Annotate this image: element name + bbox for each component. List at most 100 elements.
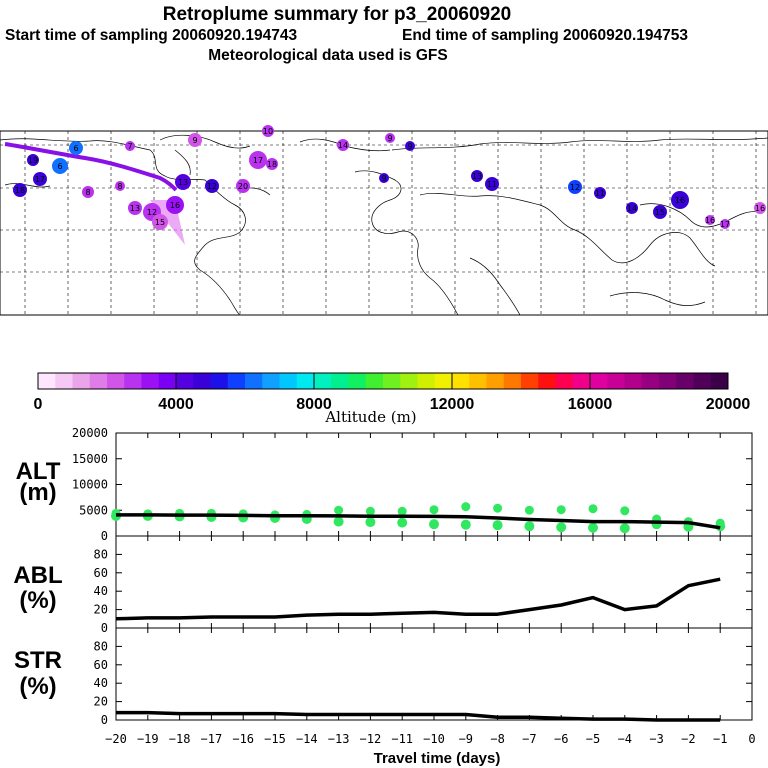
map-marker-label: 14 — [338, 141, 348, 150]
panel-ylabel: (%) — [19, 587, 56, 614]
colorbar-cell — [348, 373, 367, 389]
map-marker — [205, 179, 219, 193]
panel-ylabel: (m) — [19, 479, 56, 506]
y-tick-label: 5000 — [79, 503, 108, 517]
colorbar-cell — [279, 373, 298, 389]
colorbar-cell — [503, 373, 522, 389]
alt-cluster-point — [429, 519, 439, 530]
map-marker — [568, 180, 582, 194]
series-line-abl — [115, 577, 721, 621]
map-marker-label: 18 — [15, 186, 25, 195]
colorbar-cell — [572, 373, 591, 389]
x-tick-label: −19 — [137, 732, 159, 746]
colorbar-cell — [555, 373, 574, 389]
alt-cluster-point — [397, 517, 408, 528]
y-tick-label: 0 — [101, 713, 108, 727]
y-tick-label: 0 — [101, 529, 108, 543]
y-tick-label: 10000 — [72, 478, 108, 492]
series-line-str — [116, 710, 721, 722]
panel-abl: 0 20 40 60 80 ABL(%) — [13, 535, 753, 635]
alt-cluster-point — [524, 505, 534, 515]
alt-cluster-point — [429, 505, 439, 515]
colorbar-cell — [607, 373, 625, 389]
map-marker-label: 12 — [207, 182, 217, 191]
panel-ylabel: (%) — [19, 673, 56, 700]
map-marker — [671, 191, 689, 209]
x-tick-label: −7 — [522, 732, 536, 746]
map-track-line — [4, 142, 178, 192]
y-tick-label: 60 — [94, 566, 108, 580]
alt-cluster-point — [619, 523, 630, 534]
map-marker — [236, 179, 250, 193]
alt-cluster-point — [556, 505, 566, 515]
map-marker-label: 16 — [755, 204, 765, 213]
colorbar-tick-label: 0 — [34, 396, 43, 413]
map-marker-label: 11 — [595, 189, 605, 198]
map-marker-label: 6 — [73, 144, 78, 153]
panel-title: STR — [14, 647, 62, 674]
x-tick-label: −6 — [554, 732, 568, 746]
colorbar-cell — [469, 373, 487, 389]
colorbar-cell — [331, 373, 349, 389]
map-marker — [13, 183, 27, 197]
colorbar-tick-label: 12000 — [430, 396, 475, 413]
time-series-panels: 05000100001500020000ALT(m)020406080ABL(%… — [13, 426, 755, 746]
x-tick-label: −17 — [201, 732, 223, 746]
map-frame — [0, 130, 768, 316]
map-marker-label: 9 — [192, 136, 197, 145]
y-tick-label: 60 — [94, 658, 108, 672]
map-marker — [262, 125, 274, 137]
colorbar-tick-label: 8000 — [296, 396, 332, 413]
alt-cluster-point — [588, 522, 598, 533]
map-marker-label: 11 — [487, 180, 497, 189]
map-marker — [337, 139, 349, 151]
alt-cluster-point — [492, 520, 503, 531]
map-marker — [471, 170, 483, 182]
panel-frame — [115, 535, 753, 629]
colorbar-tick-label: 4000 — [158, 396, 194, 413]
colorbar-cell — [624, 373, 643, 389]
alt-cluster-point — [334, 505, 344, 515]
colorbar-cell — [486, 373, 505, 389]
y-tick-label: 40 — [94, 584, 108, 598]
colorbar-cell — [365, 373, 384, 389]
alt-cluster-point — [493, 503, 503, 513]
map-marker-label: 6 — [57, 162, 62, 171]
alt-cluster-point — [365, 517, 376, 528]
map-marker — [385, 133, 395, 143]
figure-title: Retroplume summary for p3_20060920 — [163, 4, 512, 25]
colorbar-cell — [227, 373, 246, 389]
met-data-label: Meteorological data used is GFS — [208, 47, 447, 64]
colorbar-ticks: 0 4000 8000 12000 16000 20000 — [34, 373, 750, 413]
map-marker-label: 12 — [147, 208, 157, 217]
colorbar-cell — [38, 373, 56, 389]
map-marker-label: 17 — [35, 175, 45, 184]
colorbar-cell — [124, 373, 142, 389]
colorbar-cell — [710, 373, 729, 389]
map-marker-label: 8 — [85, 188, 90, 197]
x-tick-label: −11 — [391, 732, 413, 746]
colorbar-label: Altitude (m) — [324, 408, 416, 426]
start-time-label: Start time of sampling 20060920.194743 — [5, 27, 297, 44]
map-marker-label: 12 — [570, 183, 580, 192]
colorbar-cell — [72, 373, 91, 389]
colorbar-cell — [296, 373, 315, 389]
map-marker-label: 15 — [155, 218, 165, 227]
map-marker — [653, 205, 667, 219]
alt-cluster-point — [397, 506, 407, 516]
colorbar-cell — [521, 373, 539, 389]
map-marker — [115, 181, 125, 191]
colorbar-cell — [55, 373, 73, 389]
map-marker-label: 14 — [627, 204, 637, 213]
x-tick-label: −8 — [490, 732, 504, 746]
colorbar-cell — [641, 373, 660, 389]
x-tick-label: −12 — [360, 732, 382, 746]
map-marker-label: 9 — [381, 174, 386, 183]
colorbar-tick-label: 16000 — [568, 396, 613, 413]
colorbar-cell — [659, 373, 677, 389]
x-tick-label: −3 — [649, 732, 663, 746]
y-tick-label: 20 — [94, 603, 108, 617]
colorbar-cell — [210, 373, 229, 389]
